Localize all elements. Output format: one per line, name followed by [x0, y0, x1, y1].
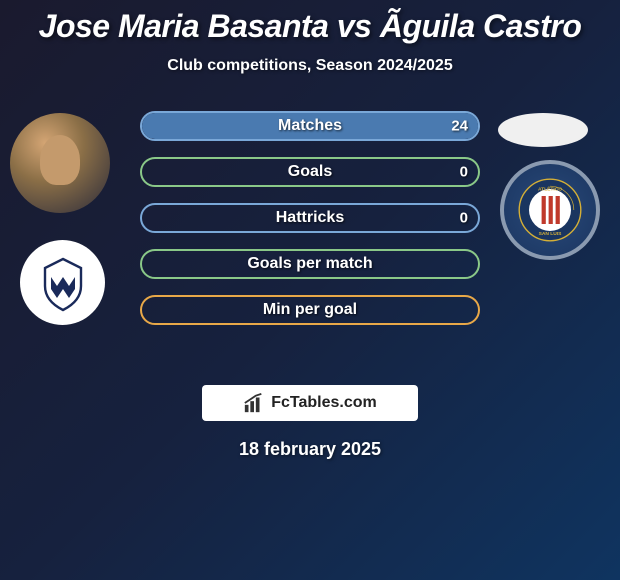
- stat-label: Goals per match: [247, 255, 372, 273]
- stat-label: Matches: [278, 117, 342, 135]
- stat-value: 0: [460, 210, 468, 227]
- branding-text: FcTables.com: [271, 394, 377, 412]
- svg-text:SAN LUIS: SAN LUIS: [539, 231, 563, 237]
- branding-box[interactable]: FcTables.com: [202, 385, 418, 421]
- stats-container: Matches 24 Goals 0 Hattricks 0 Goals per match…: [140, 105, 480, 325]
- club-logo-left: [20, 240, 105, 325]
- stat-bar-goals: Goals 0: [140, 157, 480, 187]
- season-subtitle: Club competitions, Season 2024/2025: [0, 57, 620, 75]
- stat-label: Hattricks: [276, 209, 344, 227]
- comparison-title: Jose Maria Basanta vs Ãguila Castro: [0, 0, 620, 45]
- chart-bars-icon: [243, 392, 265, 414]
- stat-label: Goals: [288, 163, 332, 181]
- stat-label: Min per goal: [263, 301, 357, 319]
- atletico-san-luis-badge-icon: ATLÉTICO SAN LUIS: [515, 175, 585, 245]
- player-avatar-right: [498, 113, 588, 147]
- content-area: ATLÉTICO SAN LUIS Matches24Goals0Hattric…: [0, 105, 620, 375]
- stat-value: 24: [451, 118, 468, 135]
- club-logo-right: ATLÉTICO SAN LUIS: [500, 160, 600, 260]
- stat-bar-goals-per-match: Goals per match: [140, 249, 480, 279]
- stat-value: 0: [460, 164, 468, 181]
- stat-bar-hattricks: Hattricks 0: [140, 203, 480, 233]
- stat-bar-matches: Matches 24: [140, 111, 480, 141]
- stat-bar-min-per-goal: Min per goal: [140, 295, 480, 325]
- snapshot-date: 18 february 2025: [0, 439, 620, 460]
- player-avatar-left: [10, 113, 110, 213]
- monterrey-shield-icon: [33, 253, 93, 313]
